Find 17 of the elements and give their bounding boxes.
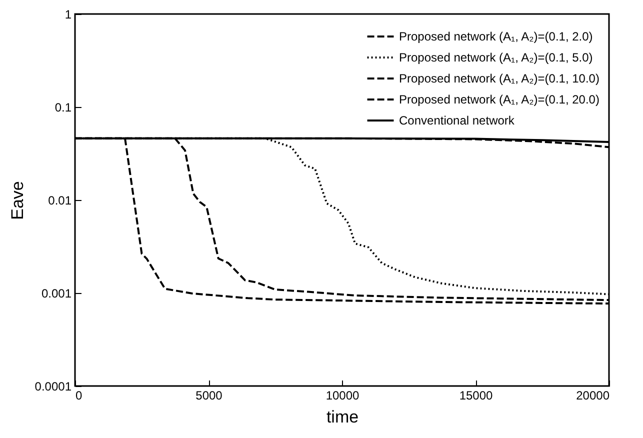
y-tick-label: 1 bbox=[64, 8, 72, 22]
y-tick-label: 0.001 bbox=[41, 286, 72, 300]
x-tick-label: 15000 bbox=[459, 388, 494, 402]
x-axis-title: time bbox=[326, 408, 359, 426]
legend-label: Proposed network (A₁, A₂)=(0.1, 2.0) bbox=[399, 30, 593, 44]
legend-label: Conventional network bbox=[399, 114, 516, 128]
x-tick-label: 0 bbox=[76, 388, 82, 402]
legend-label: Proposed network (A₁, A₂)=(0.1, 20.0) bbox=[399, 92, 600, 106]
legend-label: Proposed network (A₁, A₂)=(0.1, 10.0) bbox=[399, 72, 600, 86]
y-tick-label: 0.01 bbox=[48, 194, 72, 208]
y-tick-label: 0.0001 bbox=[34, 380, 72, 394]
y-tick-label: 0.1 bbox=[54, 100, 72, 114]
x-tick-label: 10000 bbox=[326, 388, 360, 402]
x-tick-label: 5000 bbox=[196, 388, 223, 402]
legend-label: Proposed network (A₁, A₂)=(0.1, 5.0) bbox=[399, 50, 593, 64]
y-axis-title: Eave bbox=[8, 181, 27, 220]
x-tick-label: 20000 bbox=[576, 388, 610, 402]
